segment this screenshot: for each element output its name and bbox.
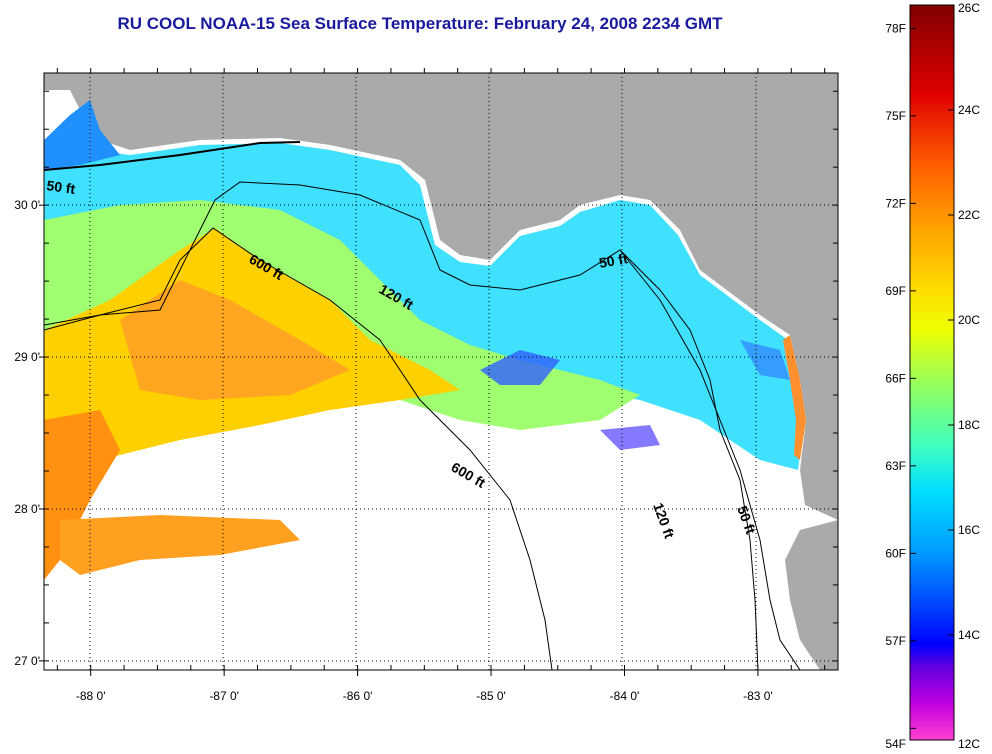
celsius-label-4: 18C xyxy=(958,418,980,432)
lon-tick-label-5: -83 0' xyxy=(743,689,773,703)
contour-120ft xyxy=(44,181,801,670)
lat-tick-label-2: 28 0' xyxy=(14,502,40,516)
contour-label-50ft-nw: 50 ft xyxy=(46,177,77,197)
colorbar xyxy=(909,4,955,741)
lat-tick-label-3: 27 0' xyxy=(14,654,40,668)
lon-tick-label-0: -88 0' xyxy=(76,689,106,703)
celsius-label-1: 24C xyxy=(958,103,980,117)
cold-filament-2 xyxy=(740,340,790,380)
lon-tick-label-1: -87 0' xyxy=(209,689,239,703)
fahrenheit-label-0: 78F xyxy=(885,21,906,35)
celsius-label-0: 26C xyxy=(958,1,980,15)
fahrenheit-label-2: 72F xyxy=(885,196,906,210)
land-florida xyxy=(785,520,838,670)
latitude-axis: 30 0' 29 0' 28 0' 27 0' xyxy=(14,90,838,668)
lon-tick-label-2: -86 0' xyxy=(343,689,373,703)
contour-50ft-east xyxy=(619,249,759,670)
lon-tick-label-3: -85 0' xyxy=(476,689,506,703)
longitude-axis: -88 0' -87 0' -86 0' -85 0' -84 0' -83 0' xyxy=(56,68,826,703)
fahrenheit-label-4: 66F xyxy=(885,371,906,385)
fahrenheit-label-7: 57F xyxy=(885,634,906,648)
cold-filament-3 xyxy=(600,425,660,450)
lat-tick-label-1: 29 0' xyxy=(14,350,40,364)
warm-core xyxy=(120,280,350,400)
celsius-label-7: 12C xyxy=(958,737,980,751)
chart-title: RU COOL NOAA-15 Sea Surface Temperature:… xyxy=(117,14,723,33)
warm-coastal-east xyxy=(783,335,806,460)
fahrenheit-label-1: 75F xyxy=(885,109,906,123)
land xyxy=(44,73,838,520)
fahrenheit-label-6: 60F xyxy=(885,546,906,560)
celsius-label-2: 22C xyxy=(958,208,980,222)
contour-label-50ft-2: 50 ft xyxy=(598,250,629,271)
celsius-label-6: 14C xyxy=(958,628,980,642)
cold-coastal xyxy=(44,100,120,170)
lat-tick-label-0: 30 0' xyxy=(14,198,40,212)
fahrenheit-label-8: 54F xyxy=(885,737,906,751)
fahrenheit-label-3: 69F xyxy=(885,284,906,298)
celsius-label-5: 16C xyxy=(958,523,980,537)
warm-patches xyxy=(60,515,300,575)
colorbar-ticks: 26C 24C 22C 20C 18C 16C 14C 12C 78F 75F 72F 69F 66F 6… xyxy=(885,1,980,751)
celsius-label-3: 20C xyxy=(958,313,980,327)
grid-lines xyxy=(44,73,838,670)
contour-600ft xyxy=(44,227,553,670)
contour-50ft-north xyxy=(44,141,301,171)
map-panel xyxy=(44,73,838,670)
cold-filament xyxy=(480,350,560,385)
map-frame xyxy=(43,72,839,671)
lon-tick-label-4: -84 0' xyxy=(610,689,640,703)
fahrenheit-label-5: 63F xyxy=(885,459,906,473)
